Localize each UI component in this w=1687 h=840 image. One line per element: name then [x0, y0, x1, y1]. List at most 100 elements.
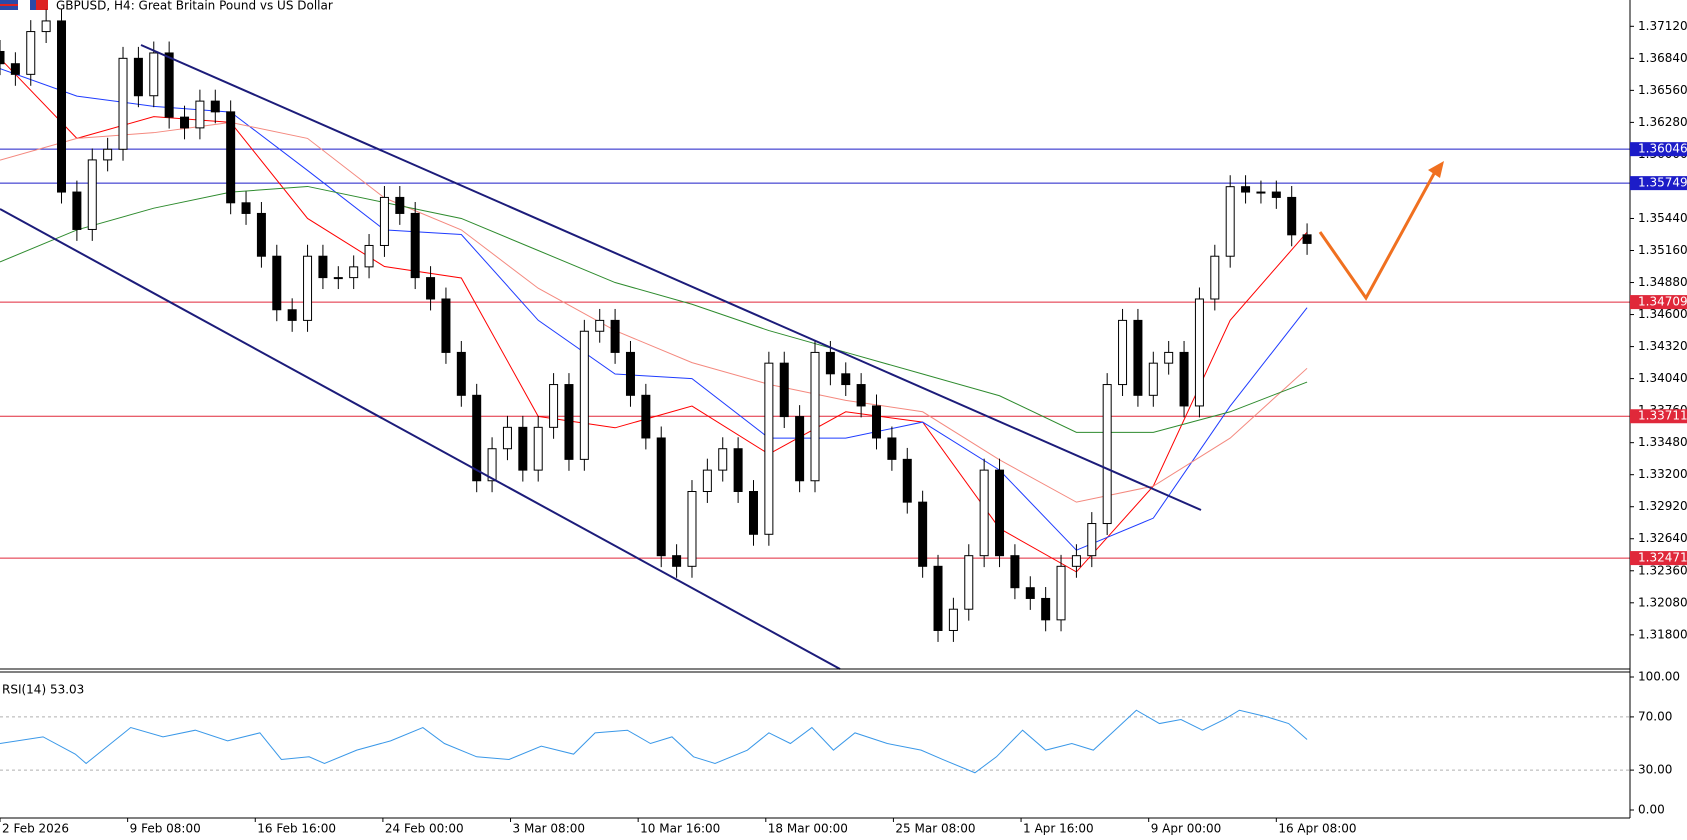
y-tick-label: 1.34040 [1638, 371, 1687, 385]
y-tick-label: 1.34320 [1638, 339, 1687, 353]
candle-body [948, 608, 958, 631]
x-tick-label: 25 Mar 08:00 [895, 822, 975, 836]
candle-body [180, 116, 190, 129]
candle-body [887, 437, 897, 460]
forecast-arrow [1318, 169, 1438, 301]
candle-body [149, 52, 159, 97]
y-tick-label: 70.00 [1638, 709, 1672, 723]
candle-body [1179, 351, 1189, 407]
y-tick-label: 1.31800 [1638, 627, 1687, 641]
plot [0, 9, 1630, 774]
x-tick-label: 16 Apr 08:00 [1278, 822, 1356, 836]
annotations [0, 44, 1444, 670]
candle-body [195, 100, 205, 129]
candle-body [1256, 191, 1266, 194]
candle-body [456, 351, 466, 396]
candle-body [1148, 362, 1158, 396]
candle-body [810, 351, 820, 482]
level-label: 1.34709 [1638, 295, 1687, 309]
channel-line [140, 44, 1202, 511]
candle-body [1241, 186, 1251, 193]
x-tick-label: 16 Feb 16:00 [257, 822, 336, 836]
candle-body [472, 394, 482, 482]
y-tick-label: 1.32360 [1638, 563, 1687, 577]
level-tag [1630, 409, 1687, 424]
rsi-title: RSI(14) 53.03 [2, 683, 84, 697]
arrow-head [1428, 161, 1444, 178]
y-tick-label: 1.36280 [1638, 115, 1687, 129]
candle-body [825, 351, 835, 375]
candle-body [1133, 319, 1143, 396]
x-tick-label: 18 Mar 00:00 [768, 822, 848, 836]
y-tick-label: 1.34880 [1638, 275, 1687, 289]
y-tick-label: 1.32640 [1638, 531, 1687, 545]
candle-body [995, 469, 1005, 557]
candle-body [133, 57, 143, 97]
candle-body [564, 384, 574, 460]
candle-body [256, 212, 266, 257]
candle-body [1087, 523, 1097, 557]
candle-body [779, 362, 789, 418]
candle-body [933, 565, 943, 631]
candle-body [902, 458, 912, 503]
y-tick-label: 1.37120 [1638, 19, 1687, 33]
candle-body [1010, 555, 1020, 589]
x-tick-label: 2 Feb 2026 [2, 822, 69, 836]
candle-body [379, 196, 389, 246]
candle-body [1102, 384, 1112, 525]
candle-body [918, 501, 928, 567]
candle-body [0, 50, 5, 65]
candle-body [87, 159, 97, 230]
flag-icons [0, 0, 48, 10]
y-tick-label: 1.36560 [1638, 83, 1687, 97]
candle-body [687, 491, 697, 567]
candle-body [795, 416, 805, 482]
candle-body [210, 100, 220, 113]
candle-body [72, 191, 82, 230]
level-tag [1630, 142, 1687, 157]
flag-icon [36, 0, 48, 10]
y-tick-label: 100.00 [1638, 670, 1680, 684]
candle-body [349, 266, 359, 279]
candle-body [1271, 191, 1281, 198]
moving-average [0, 57, 1308, 573]
flag-icon [0, 4, 18, 6]
candle-body [10, 63, 20, 75]
candle-body [549, 384, 559, 428]
chart-title: GBPUSD, H4: Great Britain Pound vs US Do… [56, 0, 333, 13]
y-tick-label: 1.35160 [1638, 243, 1687, 257]
candle-body [718, 448, 728, 471]
candle-body [872, 405, 882, 439]
x-tick-label: 9 Feb 08:00 [130, 822, 201, 836]
candle-body [579, 330, 589, 460]
candle-body [272, 255, 282, 311]
candle-body [733, 448, 743, 493]
candle-body [979, 469, 989, 557]
candle-body [426, 277, 436, 300]
y-tick-label: 30.00 [1638, 763, 1672, 777]
moving-average [0, 185, 1308, 433]
y-tick-label: 1.36840 [1638, 51, 1687, 65]
y-tick-label: 0.00 [1638, 803, 1665, 817]
candle-body [241, 202, 251, 214]
candle-body [1071, 555, 1081, 567]
candle-body [395, 196, 405, 214]
y-tick-label: 1.35440 [1638, 211, 1687, 225]
candle-body [702, 469, 712, 493]
candle-body [41, 20, 51, 33]
candle-body [1041, 597, 1051, 621]
level-label: 1.33711 [1638, 409, 1687, 423]
candle-body [303, 255, 313, 321]
candle-body [26, 31, 36, 75]
candle-body [856, 384, 866, 407]
candle-body [410, 212, 420, 279]
candle-body [1302, 234, 1312, 244]
candle-body [164, 52, 174, 118]
candle-body [672, 555, 682, 567]
candle-body [841, 373, 851, 386]
axis-layer: 1.31800 1.32080 1.32360 1.32640 1.32920 1.332… [0, 19, 1687, 836]
x-tick-label: 24 Feb 00:00 [385, 822, 464, 836]
